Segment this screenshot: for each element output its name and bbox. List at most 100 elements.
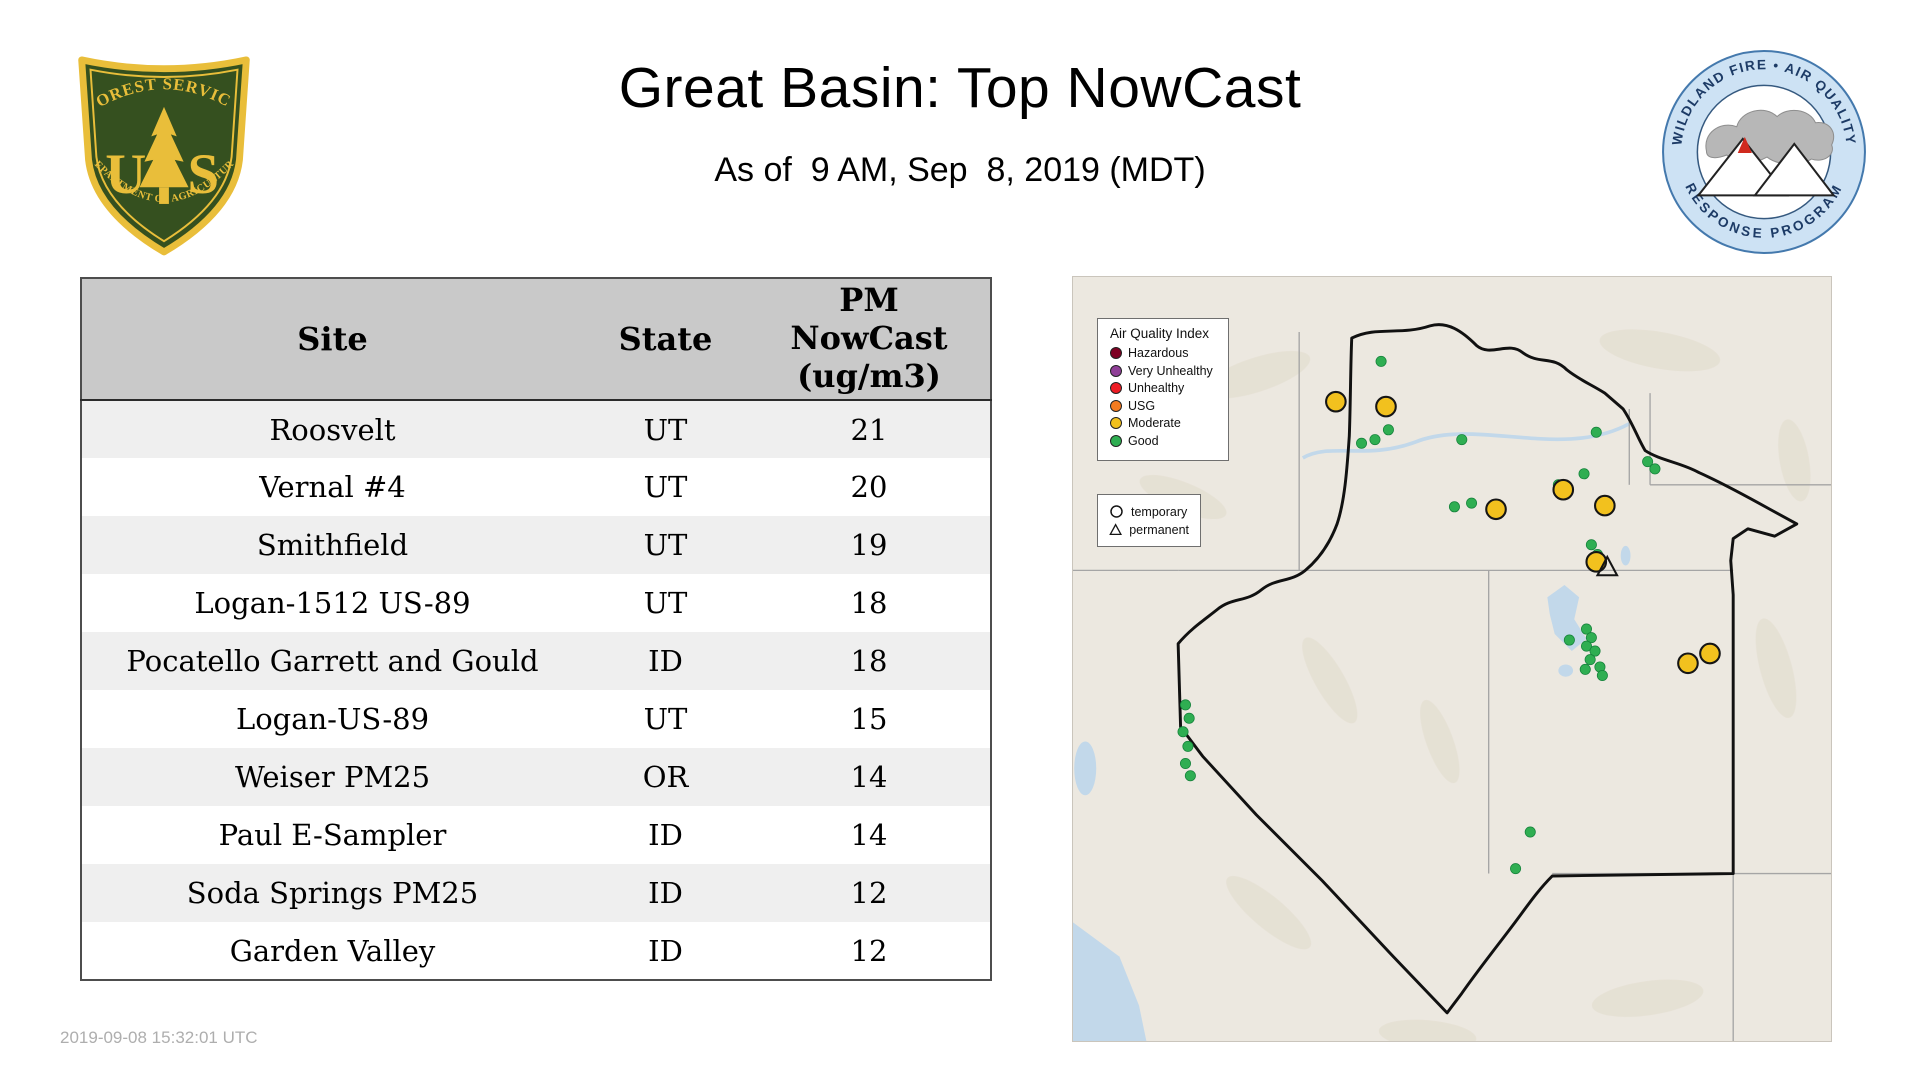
wfaqrp-logo: WILDLAND FIRE • AIR QUALITY RESPONSE PRO… (1662, 50, 1866, 254)
page-title: Great Basin: Top NowCast (618, 56, 1302, 120)
state-cell: UT (583, 400, 748, 458)
marker-legend-label: temporary (1131, 504, 1188, 519)
site-cell: Pocatello Garrett and Gould (81, 632, 583, 690)
state-cell: ID (583, 864, 748, 922)
good-site-marker (1596, 670, 1608, 682)
pine-tree-icon (139, 106, 189, 188)
value-cell: 20 (748, 458, 991, 516)
table-row: Roosvelt UT 21 (81, 400, 991, 458)
aqi-legend-item: Moderate (1110, 416, 1216, 430)
state-cell: ID (583, 632, 748, 690)
moderate-site-marker (1677, 652, 1699, 675)
report-subtitle: As of 9 AM, Sep 8, 2019 (MDT) (714, 151, 1206, 189)
moderate-site-marker (1485, 498, 1507, 521)
table-row: Vernal #4 UT 20 (81, 458, 991, 516)
good-site-marker (1369, 434, 1381, 446)
moderate-site-marker (1699, 642, 1721, 665)
good-site-marker (1579, 663, 1591, 675)
good-site-marker (1510, 863, 1522, 875)
value-cell: 14 (748, 748, 991, 806)
nowcast-table-body: Roosvelt UT 21 Vernal #4 UT 20 Smithfield UT 19 L… (81, 400, 991, 980)
table-row: Soda Springs PM25 ID 12 (81, 864, 991, 922)
moderate-site-marker (1375, 395, 1397, 418)
site-cell: Garden Valley (81, 922, 583, 980)
table-row: Paul E-Sampler ID 14 (81, 806, 991, 864)
aqi-item-label: Unhealthy (1128, 381, 1185, 395)
marker-legend: temporary permanent (1097, 494, 1201, 547)
marker-legend-permanent: permanent (1109, 522, 1189, 537)
state-cell: UT (583, 458, 748, 516)
site-cell: Logan-1512 US-89 (81, 574, 583, 632)
aqi-legend-items: Hazardous Very Unhealthy Unhealthy USG Moder… (1110, 346, 1216, 448)
site-cell: Logan-US-89 (81, 690, 583, 748)
table-row: Garden Valley ID 12 (81, 922, 991, 980)
good-site-marker (1179, 758, 1191, 770)
site-cell: Soda Springs PM25 (81, 864, 583, 922)
value-cell: 15 (748, 690, 991, 748)
column-header-pm-nowcast: PM NowCast (ug/m3) (748, 278, 991, 401)
forest-service-logo: FOREST SERVICE U S DEPARTMENT OF AGRICUL… (66, 44, 250, 256)
aqi-color-dot (1110, 399, 1122, 412)
aqi-legend: Air Quality Index Hazardous Very Unhealth… (1097, 318, 1229, 461)
aqi-item-label: Moderate (1128, 416, 1181, 430)
site-cell: Paul E-Sampler (81, 806, 583, 864)
good-site-marker (1182, 740, 1194, 752)
fs-monogram-u: U (105, 143, 146, 206)
aqi-legend-item: Unhealthy (1110, 381, 1216, 395)
aqi-legend-item: Hazardous (1110, 346, 1216, 360)
permanent-site-marker (1595, 554, 1619, 577)
good-site-marker (1585, 539, 1597, 551)
state-cell: OR (583, 748, 748, 806)
state-cell: UT (583, 690, 748, 748)
nowcast-table: Site State PM NowCast (ug/m3) Roosvelt UT… (80, 277, 992, 981)
aqi-legend-item: Good (1110, 434, 1216, 448)
state-cell: ID (583, 922, 748, 980)
value-cell: 12 (748, 864, 991, 922)
good-site-marker (1589, 645, 1601, 657)
table-row: Pocatello Garrett and Gould ID 18 (81, 632, 991, 690)
value-cell: 21 (748, 400, 991, 458)
state-cell: ID (583, 806, 748, 864)
aqi-item-label: Very Unhealthy (1128, 363, 1213, 378)
good-site-marker (1466, 497, 1478, 509)
aqi-color-dot (1110, 347, 1122, 359)
good-site-marker (1563, 634, 1575, 646)
site-cell: Vernal #4 (81, 458, 583, 516)
pm-header-line2: NowCast (790, 319, 948, 358)
good-site-marker (1177, 726, 1189, 738)
aqi-item-label: USG (1128, 398, 1156, 413)
aqi-legend-item: Very Unhealthy (1110, 364, 1216, 378)
good-site-marker (1456, 434, 1468, 446)
moderate-site-marker (1594, 494, 1616, 517)
good-site-marker (1642, 456, 1654, 468)
marker-legend-label: permanent (1129, 522, 1189, 537)
good-site-marker (1448, 501, 1460, 513)
great-basin-boundary (1176, 323, 1799, 1015)
site-cell: Roosvelt (81, 400, 583, 458)
water-features (1073, 422, 1631, 1041)
table-header-row: Site State PM NowCast (ug/m3) (81, 278, 991, 401)
aqi-color-dot (1110, 434, 1122, 447)
shield-inner-outline (89, 68, 239, 243)
good-site-marker (1584, 654, 1596, 666)
aqi-color-dot (1110, 364, 1122, 377)
good-site-marker (1580, 640, 1592, 652)
mountain-right-icon (1752, 142, 1836, 197)
column-header-state: State (583, 278, 748, 401)
good-site-marker (1183, 712, 1195, 724)
flame-icon (1737, 136, 1752, 154)
good-site-marker (1578, 468, 1590, 480)
terrain-shading (1139, 329, 1811, 1041)
good-site-marker (1649, 463, 1661, 475)
column-header-site: Site (81, 278, 583, 401)
aqi-item-label: Hazardous (1128, 346, 1189, 360)
good-site-marker (1356, 437, 1368, 449)
good-site-marker (1382, 424, 1394, 436)
site-cell: Weiser PM25 (81, 748, 583, 806)
state-cell: UT (583, 574, 748, 632)
generation-timestamp: 2019-09-08 15:32:01 UTC (60, 1028, 258, 1047)
temporary-circle-icon (1110, 505, 1123, 518)
pm-header-line1: PM (839, 281, 899, 320)
value-cell: 12 (748, 922, 991, 980)
title-block: Great Basin: Top NowCast As of 9 AM, Sep… (300, 0, 1620, 190)
